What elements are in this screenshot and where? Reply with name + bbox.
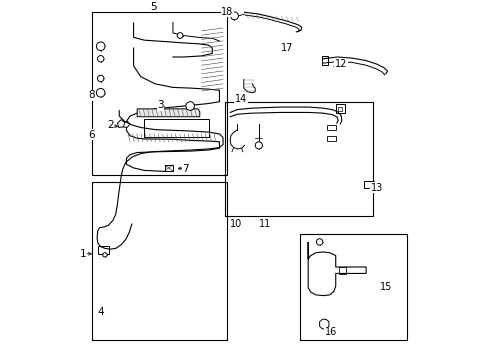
Text: 1: 1 [80,249,86,259]
Text: 8: 8 [88,90,95,100]
Polygon shape [120,121,130,127]
Bar [369,183,374,187]
Bar [164,165,172,171]
Text: 12: 12 [334,59,346,69]
Text: 11: 11 [259,219,271,229]
Circle shape [255,142,262,149]
Circle shape [97,55,103,62]
Bar [335,104,344,113]
Circle shape [97,75,103,82]
Text: 3: 3 [157,100,163,110]
Bar [92,12,226,175]
Text: 2: 2 [107,120,113,130]
Polygon shape [137,109,200,117]
Text: 18: 18 [221,6,233,17]
Text: 13: 13 [370,183,382,193]
Bar [224,102,372,216]
Text: 9: 9 [264,220,270,230]
Bar [326,125,335,130]
Bar [92,182,226,339]
Bar [299,234,407,339]
Circle shape [96,89,105,97]
Text: 6: 6 [88,130,95,140]
Text: 15: 15 [379,282,391,292]
Bar [98,246,108,254]
Circle shape [102,253,107,257]
Text: 16: 16 [325,328,337,337]
Text: 5: 5 [150,2,156,12]
Circle shape [316,239,322,245]
Bar [326,136,335,141]
Polygon shape [117,120,124,127]
Text: 4: 4 [97,307,104,317]
Polygon shape [319,319,328,329]
Bar [321,56,327,65]
Text: 7: 7 [182,164,188,174]
Circle shape [96,42,105,50]
Text: 10: 10 [229,219,242,229]
Bar [339,267,346,274]
Text: 17: 17 [280,43,292,53]
Bar [363,181,374,188]
Text: 14: 14 [234,94,246,104]
Circle shape [185,102,194,110]
Circle shape [177,33,183,39]
Bar [337,107,341,111]
Circle shape [230,12,238,20]
